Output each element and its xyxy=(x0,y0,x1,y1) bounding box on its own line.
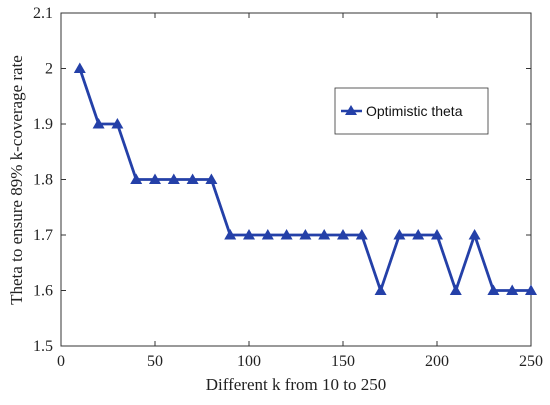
data-point-marker xyxy=(261,229,274,240)
data-point-marker xyxy=(393,229,406,240)
data-point-marker xyxy=(374,284,387,295)
y-tick-label: 1.6 xyxy=(33,283,53,300)
data-point-marker xyxy=(186,173,199,184)
data-point-marker xyxy=(412,229,425,240)
x-tick-label: 100 xyxy=(237,353,261,370)
series-layer xyxy=(73,62,537,295)
x-axis: 0 50 100 150 200 250 xyxy=(57,13,543,370)
legend-label: Optimistic theta xyxy=(366,103,463,119)
data-point-marker xyxy=(167,173,180,184)
data-point-marker xyxy=(449,284,462,295)
legend-marker xyxy=(345,105,357,115)
y-tick-label: 1.9 xyxy=(33,116,53,133)
legend: Optimistic theta xyxy=(334,87,489,135)
data-point-marker xyxy=(468,229,481,240)
data-point-marker xyxy=(111,118,124,129)
x-tick-label: 250 xyxy=(519,353,543,370)
y-tick-label: 1.7 xyxy=(33,227,53,244)
x-axis-label: Different k from 10 to 250 xyxy=(206,375,387,394)
data-point-marker xyxy=(205,173,218,184)
data-point-marker xyxy=(299,229,312,240)
y-tick-label: 2.1 xyxy=(33,5,53,22)
y-axis: 1.5 1.6 1.7 1.8 1.9 2 2.1 xyxy=(33,5,531,355)
x-tick-label: 200 xyxy=(425,353,449,370)
data-point-marker xyxy=(487,284,500,295)
y-tick-label: 1.8 xyxy=(33,172,53,189)
x-tick-label: 0 xyxy=(57,353,65,370)
plot-frame xyxy=(60,12,532,347)
data-point-marker xyxy=(73,62,86,73)
data-point-marker xyxy=(149,173,161,184)
data-point-marker xyxy=(506,284,519,295)
data-point-marker xyxy=(337,229,349,240)
data-point-marker xyxy=(92,118,105,129)
data-point-marker xyxy=(431,229,443,240)
data-point-marker xyxy=(355,229,368,240)
data-point-marker xyxy=(243,229,255,240)
x-tick-label: 150 xyxy=(331,353,355,370)
y-tick-label: 2 xyxy=(45,61,53,78)
x-tick-label: 50 xyxy=(147,353,163,370)
data-point-marker xyxy=(224,229,237,240)
data-point-marker xyxy=(318,229,331,240)
data-point-marker xyxy=(525,284,537,295)
y-tick-label: 1.5 xyxy=(33,338,53,355)
data-point-marker xyxy=(130,173,143,184)
data-point-marker xyxy=(280,229,293,240)
y-axis-label: Theta to ensure 89% k-coverage rate xyxy=(7,55,26,305)
